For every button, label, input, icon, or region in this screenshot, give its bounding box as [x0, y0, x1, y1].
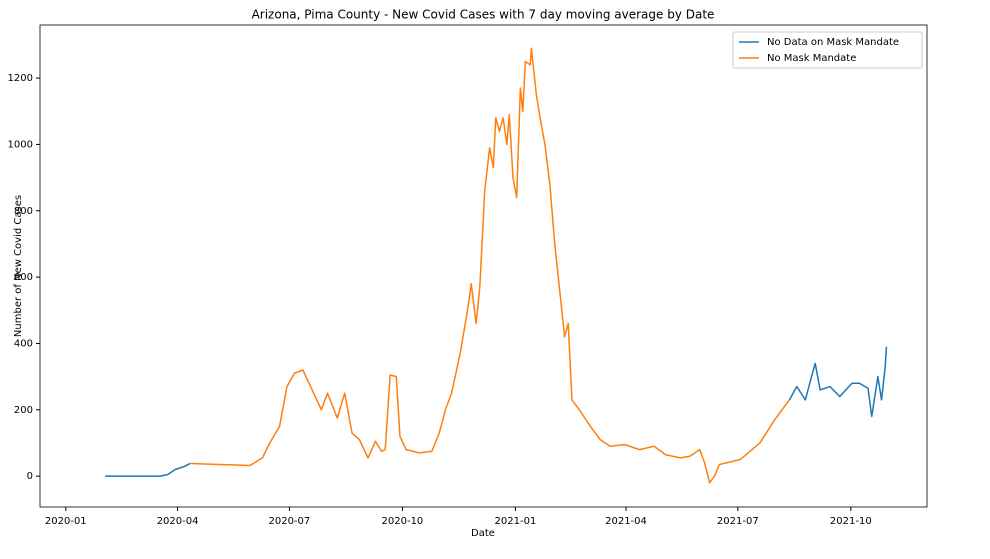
y-tick-label: 800	[14, 206, 33, 217]
chart-title: Arizona, Pima County - New Covid Cases w…	[252, 8, 715, 22]
x-tick-label: 2021-10	[830, 516, 872, 527]
y-tick-label: 400	[14, 338, 33, 349]
x-axis-label: Date	[471, 528, 495, 539]
x-tick-label: 2020-10	[382, 516, 424, 527]
y-tick-label: 1000	[8, 139, 33, 150]
legend-box	[732, 31, 923, 69]
x-tick-label: 2021-07	[717, 516, 759, 527]
y-tick-label: 1200	[8, 73, 33, 84]
x-tick-label: 2021-04	[605, 516, 647, 527]
legend-label: No Data on Mask Mandate	[767, 37, 899, 48]
plot-frame	[39, 24, 928, 508]
x-tick-label: 2020-01	[45, 516, 87, 527]
series-line	[105, 346, 888, 477]
y-tick-label: 0	[27, 471, 33, 482]
y-tick-label: 600	[14, 272, 33, 283]
x-tick-label: 2020-07	[268, 516, 310, 527]
x-tick-label: 2020-04	[157, 516, 199, 527]
y-tick-label: 200	[14, 405, 33, 416]
legend-label: No Mask Mandate	[767, 53, 856, 64]
x-tick-label: 2021-01	[495, 516, 537, 527]
y-axis-label: Number of New Covid Cases	[13, 195, 24, 337]
series-line	[189, 47, 791, 484]
